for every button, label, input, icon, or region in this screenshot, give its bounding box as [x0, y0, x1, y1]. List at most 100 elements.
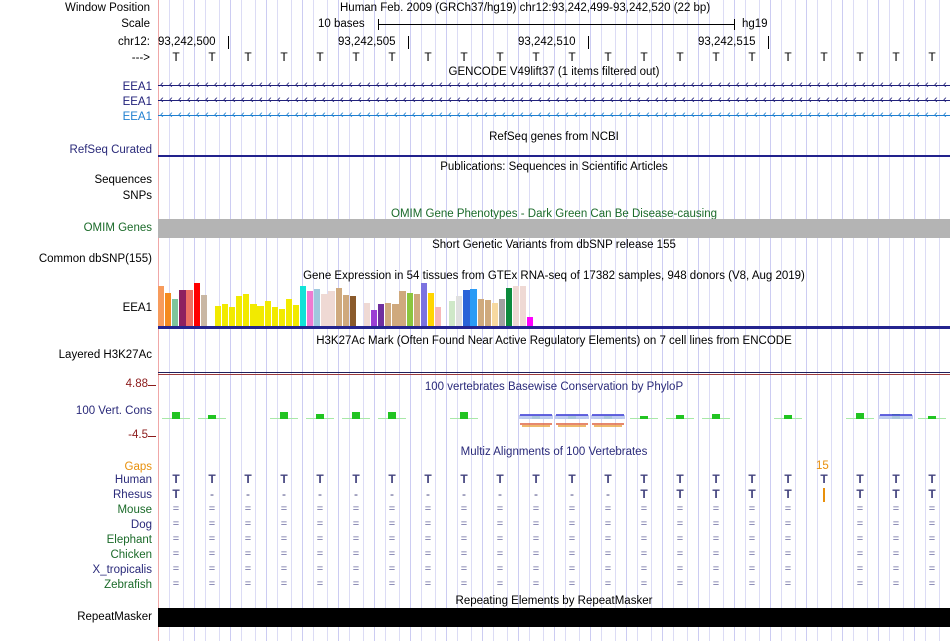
- gtex-gene-label[interactable]: EEA1: [122, 302, 152, 314]
- conservation-data-plot[interactable]: [158, 395, 950, 440]
- publications-snps-label[interactable]: SNPs: [122, 190, 152, 202]
- species-label-dog[interactable]: Dog: [130, 519, 152, 531]
- gencode-track-title: GENCODE V49lift37 (1 items filtered out): [448, 66, 660, 78]
- gtex-tissue-bar[interactable]: [484, 300, 491, 326]
- conservation-max-value: 4.88: [125, 378, 148, 390]
- gtex-tissue-bar[interactable]: [221, 304, 229, 326]
- gtex-tissue-bar[interactable]: [172, 299, 179, 326]
- gtex-tissue-bar[interactable]: [264, 301, 271, 326]
- gtex-tissue-bar[interactable]: [307, 291, 314, 326]
- gtex-tissue-bar[interactable]: [314, 289, 321, 326]
- gtex-tissue-bar[interactable]: [278, 309, 285, 326]
- common-dbsnp-label[interactable]: Common dbSNP(155): [38, 253, 152, 265]
- species-label-zebrafish[interactable]: Zebrafish: [104, 579, 152, 591]
- omim-genes-label[interactable]: OMIM Genes: [83, 222, 152, 234]
- gtex-tissue-bar[interactable]: [520, 286, 527, 326]
- gencode-row-label[interactable]: EEA1: [122, 96, 152, 108]
- gtex-tissue-bar[interactable]: [342, 295, 349, 326]
- repeatmasker-label[interactable]: RepeatMasker: [77, 611, 152, 623]
- gaps-label[interactable]: Gaps: [124, 461, 153, 473]
- gencode-transcript[interactable]: ‹ ‹ ‹ ‹ ‹ ‹ ‹ ‹ ‹ ‹ ‹ ‹ ‹ ‹ ‹ ‹ ‹ ‹ ‹ ‹ ‹ ‹ ‹ ‹ ‹ ‹ ‹ ‹ ‹ ‹ ‹ ‹ ‹ ‹ ‹ ‹ ‹ ‹ ‹ ‹…: [158, 80, 950, 91]
- gap-size-marker: 15: [816, 460, 829, 472]
- gtex-tissue-bar[interactable]: [257, 306, 264, 326]
- gtex-tissue-bar[interactable]: [378, 304, 385, 326]
- repeatmasker-feature-band[interactable]: [158, 608, 950, 627]
- gtex-tissue-bar[interactable]: [335, 288, 342, 326]
- scale-value: 10 bases: [318, 18, 365, 30]
- gtex-tissue-bar[interactable]: [456, 296, 463, 326]
- gtex-track-title: Gene Expression in 54 tissues from GTEx …: [303, 270, 805, 282]
- gtex-tissue-bar[interactable]: [491, 303, 498, 326]
- gtex-tissue-bar[interactable]: [243, 294, 250, 326]
- gtex-tissue-bar[interactable]: [420, 283, 427, 326]
- dbsnp-track-title: Short Genetic Variants from dbSNP releas…: [432, 239, 676, 251]
- species-label-human[interactable]: Human: [114, 474, 152, 486]
- gtex-tissue-bar[interactable]: [229, 307, 236, 326]
- species-label-elephant[interactable]: Elephant: [106, 534, 152, 546]
- layered-h3k27ac-label[interactable]: Layered H3K27Ac: [58, 349, 152, 361]
- gencode-transcript[interactable]: ‹ ‹ ‹ ‹ ‹ ‹ ‹ ‹ ‹ ‹ ‹ ‹ ‹ ‹ ‹ ‹ ‹ ‹ ‹ ‹ ‹ ‹ ‹ ‹ ‹ ‹ ‹ ‹ ‹ ‹ ‹ ‹ ‹ ‹ ‹ ‹ ‹ ‹ ‹ ‹…: [158, 110, 950, 121]
- gtex-tissue-bar[interactable]: [463, 290, 470, 326]
- gencode-row-label[interactable]: EEA1: [122, 111, 152, 123]
- gtex-tissue-bar[interactable]: [392, 304, 399, 326]
- species-label-chicken[interactable]: Chicken: [110, 549, 152, 561]
- gtex-tissue-bar[interactable]: [363, 303, 371, 326]
- gtex-tissue-bar[interactable]: [371, 310, 378, 326]
- species-label-x_tropicalis[interactable]: X_tropicalis: [92, 564, 152, 576]
- gtex-tissue-bar[interactable]: [250, 304, 257, 326]
- h3k27ac-track-title: H3K27Ac Mark (Often Found Near Active Re…: [316, 335, 792, 347]
- gtex-tissue-bar[interactable]: [158, 286, 165, 326]
- gtex-tissue-bar[interactable]: [427, 293, 435, 326]
- gtex-tissue-bar[interactable]: [328, 291, 335, 326]
- conservation-min-value: -4.5: [128, 429, 148, 441]
- gtex-expression-barchart[interactable]: [158, 283, 950, 326]
- publications-sequences-label[interactable]: Sequences: [94, 174, 152, 186]
- gtex-tissue-bar[interactable]: [498, 299, 506, 326]
- conservation-bar: [640, 416, 648, 419]
- species-label-rhesus[interactable]: Rhesus: [113, 489, 152, 501]
- gtex-tissue-bar[interactable]: [505, 288, 513, 326]
- alignment-row-dog[interactable]: = = = = = = = = = = = = = = = = = = = = =: [172, 518, 936, 530]
- gtex-tissue-bar[interactable]: [179, 290, 186, 326]
- gtex-tissue-bar[interactable]: [200, 295, 207, 326]
- gtex-tissue-bar[interactable]: [300, 286, 307, 326]
- strand-direction-label: --->: [131, 52, 150, 64]
- gtex-tissue-bar[interactable]: [193, 283, 200, 326]
- conservation-bar: [676, 415, 684, 419]
- alignment-row-x_tropicalis[interactable]: = = = = = = = = = = = = = = = = = = = = =: [172, 563, 936, 575]
- gtex-tissue-bar[interactable]: [477, 299, 484, 326]
- gtex-tissue-bar[interactable]: [513, 286, 520, 326]
- gtex-tissue-bar[interactable]: [470, 289, 477, 326]
- gtex-tissue-bar[interactable]: [449, 301, 456, 326]
- gtex-tissue-bar[interactable]: [236, 296, 243, 326]
- conservation-label[interactable]: 100 Vert. Cons: [75, 405, 152, 417]
- gtex-tissue-bar[interactable]: [399, 291, 406, 326]
- alignment-row-elephant[interactable]: = = = = = = = = = = = = = = = = = = = = =: [172, 533, 936, 545]
- gtex-tissue-bar[interactable]: [285, 299, 293, 326]
- species-label-mouse[interactable]: Mouse: [117, 504, 152, 516]
- gtex-tissue-bar[interactable]: [434, 307, 442, 326]
- alignment-row-zebrafish[interactable]: = = = = = = = = = = = = = = = = = = = = =: [172, 578, 936, 590]
- gtex-tissue-bar[interactable]: [406, 293, 413, 326]
- refseq-feature-line[interactable]: [158, 155, 950, 157]
- publications-track-title: Publications: Sequences in Scientific Ar…: [440, 161, 668, 173]
- gencode-transcript[interactable]: ‹ ‹ ‹ ‹ ‹ ‹ ‹ ‹ ‹ ‹ ‹ ‹ ‹ ‹ ‹ ‹ ‹ ‹ ‹ ‹ ‹ ‹ ‹ ‹ ‹ ‹ ‹ ‹ ‹ ‹ ‹ ‹ ‹ ‹ ‹ ‹ ‹ ‹ ‹ ‹…: [158, 95, 950, 106]
- gtex-tissue-bar[interactable]: [186, 290, 193, 326]
- gtex-tissue-bar[interactable]: [271, 307, 278, 326]
- gtex-tissue-bar[interactable]: [349, 296, 356, 326]
- gtex-tissue-bar[interactable]: [413, 294, 420, 326]
- gtex-tissue-bar[interactable]: [165, 293, 172, 326]
- gtex-tissue-bar[interactable]: [292, 305, 300, 326]
- gtex-tissue-bar[interactable]: [214, 306, 222, 326]
- conservation-bar: [460, 412, 468, 419]
- gtex-tissue-bar[interactable]: [321, 294, 328, 326]
- refseq-curated-label[interactable]: RefSeq Curated: [69, 144, 152, 156]
- alignment-row-mouse[interactable]: = = = = = = = = = = = = = = = = = = = = =: [172, 503, 936, 515]
- omim-feature-band[interactable]: [158, 219, 950, 238]
- gtex-tissue-bar[interactable]: [385, 303, 392, 326]
- gtex-tissue-bar[interactable]: [527, 317, 534, 326]
- gencode-row-label[interactable]: EEA1: [122, 81, 152, 93]
- alignment-row-chicken[interactable]: = = = = = = = = = = = = = = = = = = = = =: [172, 548, 936, 560]
